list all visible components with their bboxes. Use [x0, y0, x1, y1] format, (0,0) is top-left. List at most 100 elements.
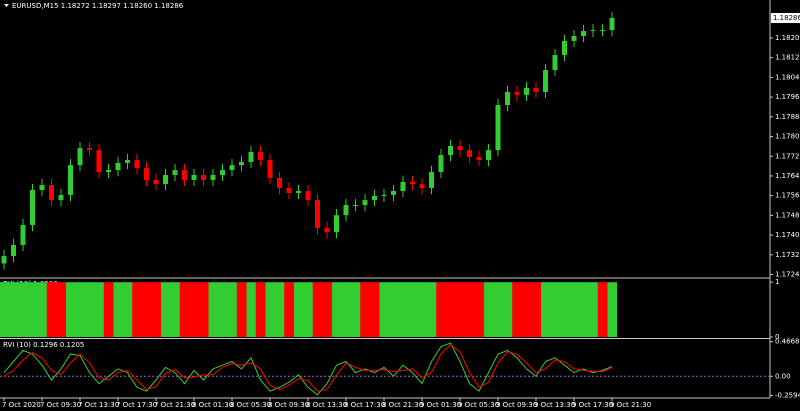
y-tick-label: 1.17485	[775, 211, 800, 219]
candle-body	[552, 54, 558, 71]
candle-body	[248, 152, 254, 162]
y-tick-label: 1.17885	[775, 113, 800, 121]
x-tick-label: 7 Oct 17:30	[116, 401, 157, 409]
candle-body	[486, 150, 491, 160]
y-tick-label: 1.18205	[775, 34, 800, 42]
candle-body	[419, 184, 425, 189]
candle-body	[163, 174, 168, 185]
y-tick-label: -0.2594	[775, 391, 800, 399]
signal-bar	[274, 282, 285, 337]
candle-body	[20, 225, 26, 245]
x-tick-label: 7 Oct 21:30	[154, 401, 195, 409]
candle-body	[514, 91, 520, 95]
signal-bar	[417, 282, 428, 337]
candle-body	[191, 174, 197, 180]
signal-bar	[407, 282, 418, 337]
y-tick-label: 1.17725	[775, 152, 800, 160]
x-tick-label: 8 Oct 17:30	[344, 401, 385, 409]
y-tick-label: 1	[775, 278, 779, 286]
x-tick-label: 8 Oct 21:30	[382, 401, 423, 409]
candle-body	[609, 18, 615, 31]
x-tick-label: 8 Oct 05:30	[230, 401, 271, 409]
candle-body	[30, 190, 35, 226]
candle-body	[343, 205, 349, 216]
signal-bar	[8, 282, 19, 337]
signal-bar	[483, 282, 494, 337]
signal-bar	[255, 282, 266, 337]
candle-body	[334, 215, 339, 233]
signal-bar	[284, 282, 295, 337]
candle-body	[172, 170, 178, 175]
y-tick-label: 0.4668	[775, 338, 800, 346]
signal-bar	[445, 282, 456, 337]
candle-body	[267, 159, 273, 178]
signal-bar	[132, 282, 143, 337]
signal-bar	[227, 282, 238, 337]
y-tick-label: 0	[775, 333, 779, 341]
current-price-box	[771, 13, 800, 24]
signal-bar	[94, 282, 105, 337]
candle-body	[476, 156, 482, 160]
signal-bar	[360, 282, 371, 337]
rvi-line	[3, 343, 613, 392]
candle-body	[533, 87, 539, 92]
x-tick-label: 9 Oct 01:30	[420, 401, 461, 409]
signal-bar	[170, 282, 181, 337]
candle-body	[144, 168, 149, 180]
signal-bar	[464, 282, 475, 337]
candle-body	[58, 194, 64, 201]
candle-body	[590, 30, 596, 32]
signal-bar	[388, 282, 399, 337]
signal-bar	[208, 282, 219, 337]
candle-body	[77, 148, 83, 166]
candle-body	[457, 145, 463, 151]
signal-bar	[217, 282, 228, 337]
candle-body	[39, 185, 45, 191]
signal-bar	[597, 282, 608, 337]
signal-bar	[75, 282, 86, 337]
candle-body	[134, 159, 140, 169]
x-tick-label: 9 Oct 21:30	[610, 401, 651, 409]
y-tick-label: 1.17805	[775, 133, 800, 141]
signal-bar	[236, 282, 247, 337]
signal-bar	[436, 282, 447, 337]
signal-bar	[493, 282, 504, 337]
signal-bar	[502, 282, 513, 337]
candle-body	[372, 195, 377, 201]
candle-body	[106, 170, 111, 173]
y-tick-label: 1.17645	[775, 172, 800, 180]
x-tick-label: 7 Oct 2020	[2, 401, 41, 409]
candle-body	[96, 150, 102, 173]
candle-body	[381, 194, 387, 196]
signal-bar	[179, 282, 190, 337]
candle-body	[362, 200, 368, 206]
candle-body	[315, 200, 320, 228]
y-tick-label: 1.17405	[775, 231, 800, 239]
menu-arrow[interactable]	[4, 4, 9, 7]
signal-bar	[293, 282, 304, 337]
chart-title: EURUSD,M15 1.18272 1.18297 1.18260 1.182…	[12, 2, 184, 10]
candle-body	[391, 191, 396, 195]
signal-bar	[588, 282, 599, 337]
candle-body	[49, 185, 54, 201]
candle-body	[448, 145, 453, 156]
signal-bar	[84, 282, 95, 337]
signal-bar	[265, 282, 276, 337]
signal-bar	[46, 282, 57, 337]
candle-body	[182, 170, 187, 180]
candle-body	[467, 150, 472, 157]
candle-body	[505, 91, 510, 106]
y-tick-label: 1.18045	[775, 73, 800, 81]
signal-bar	[531, 282, 542, 337]
candle-body	[220, 170, 225, 175]
signal-bar	[607, 282, 618, 337]
candle-body	[296, 191, 301, 193]
signal-bar	[512, 282, 523, 337]
candle-body	[153, 179, 159, 185]
signal-bar	[198, 282, 209, 337]
signal-bar	[398, 282, 409, 337]
x-tick-label: 7 Oct 09:30	[40, 401, 81, 409]
signal-bar	[27, 282, 38, 337]
candle-body	[1, 256, 7, 264]
